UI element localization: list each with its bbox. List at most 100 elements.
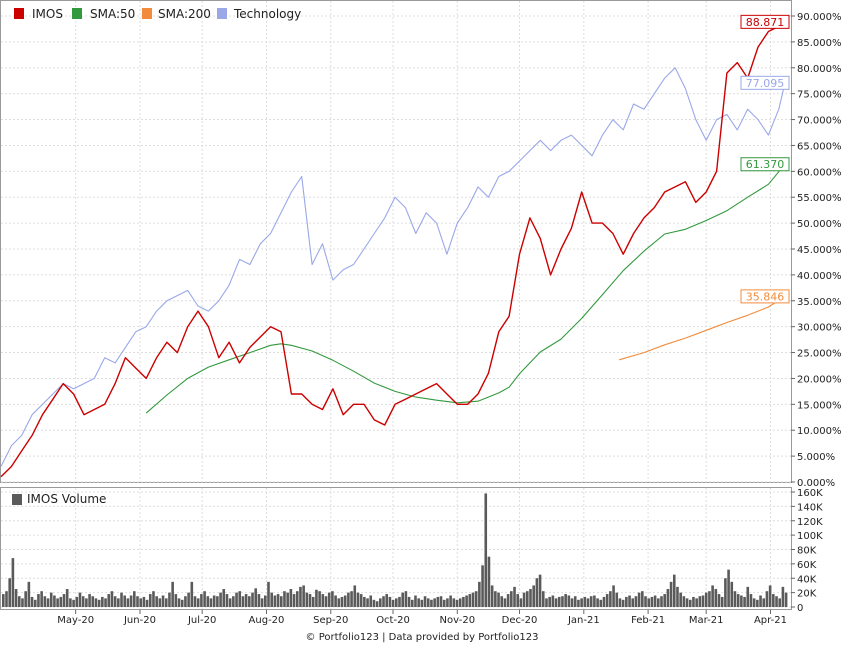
volume-bar — [462, 596, 465, 607]
volume-bar — [372, 599, 376, 607]
volume-y-axis: 0 20K 40K 60K 80K 100K 120K 140K 160K — [791, 488, 823, 614]
volume-bar — [382, 596, 385, 607]
volume-bar — [490, 585, 494, 607]
series-line-imos — [0, 21, 786, 478]
volume-bar — [401, 592, 404, 607]
last-value-label-technology: 77.095 — [746, 77, 785, 90]
volume-bar — [113, 596, 117, 607]
volume-bar — [273, 595, 277, 607]
volume-bar — [305, 592, 309, 607]
volume-bar — [637, 592, 641, 607]
volume-bar — [593, 595, 596, 607]
volume-bar — [155, 596, 158, 607]
last-value-label-sma50: 61.370 — [746, 158, 785, 171]
volume-bar — [107, 594, 111, 607]
volume-bar — [596, 598, 599, 607]
volume-bar — [589, 596, 593, 607]
volume-y-tick-label: 80K — [797, 546, 817, 557]
volume-bar — [727, 569, 730, 607]
volume-bar — [698, 596, 702, 607]
volume-bar — [254, 588, 258, 607]
price-y-axis: 0.000% 5.000% 10.000% 15.000% 20.000% 25.000%… — [791, 12, 842, 489]
volume-bar — [5, 591, 8, 607]
volume-bar — [27, 581, 31, 607]
last-value-box-sma200 — [740, 289, 790, 304]
volume-bar — [628, 595, 631, 607]
volume-bar — [605, 594, 609, 607]
volume-bar — [136, 596, 139, 607]
volume-bar — [554, 598, 558, 607]
volume-bar — [24, 591, 27, 607]
volume-bar — [49, 592, 53, 607]
volume-bar — [315, 589, 318, 607]
volume-bar — [295, 591, 299, 607]
volume-bar — [238, 591, 242, 607]
volume-bar — [736, 594, 740, 607]
volume-bar — [69, 598, 72, 607]
volume-bar — [573, 596, 577, 607]
volume-bar — [615, 592, 619, 607]
volume-bar — [81, 596, 85, 607]
volume-bar — [222, 589, 226, 607]
volume-bars — [2, 493, 788, 607]
volume-bar — [177, 598, 181, 607]
volume-bar — [510, 591, 513, 607]
volume-bar — [465, 595, 468, 607]
volume-bar — [602, 596, 606, 607]
volume-bar — [439, 596, 443, 607]
volume-bar — [471, 592, 475, 607]
volume-bar — [148, 594, 152, 607]
volume-bar — [30, 596, 34, 607]
volume-bar — [391, 599, 395, 607]
price-y-tick-label: 15.000% — [797, 400, 842, 411]
volume-bar — [353, 585, 357, 607]
volume-bar — [331, 591, 334, 607]
volume-bar — [232, 596, 235, 607]
x-tick-label: May-20 — [57, 615, 94, 626]
volume-bar — [541, 591, 545, 607]
volume-bar — [634, 596, 638, 607]
volume-bar — [430, 599, 433, 607]
volume-bar — [308, 594, 312, 607]
volume-bar — [535, 578, 539, 607]
volume-panel-frame — [0, 487, 792, 610]
volume-bar — [548, 596, 551, 607]
volume-bar — [669, 581, 673, 607]
volume-bar — [235, 592, 238, 607]
legend-swatch-sma200 — [142, 8, 152, 19]
legend-label-volume: IMOS Volume — [27, 492, 106, 506]
volume-bar — [692, 596, 695, 607]
last-value-box-sma50 — [740, 157, 790, 172]
volume-bar — [311, 596, 315, 607]
legend-label-sma200: SMA:200 — [158, 7, 211, 21]
volume-bar — [321, 594, 325, 607]
volume-bar — [446, 598, 449, 607]
volume-bar — [449, 595, 452, 607]
price-y-tick-label: 35.000% — [797, 297, 842, 308]
volume-bar — [704, 592, 708, 607]
volume-bar — [375, 601, 379, 607]
volume-bar — [452, 598, 456, 607]
volume-grid — [1, 488, 791, 609]
volume-bar — [545, 598, 548, 607]
volume-bar — [142, 596, 146, 607]
volume-bar — [784, 592, 788, 607]
volume-bar — [164, 598, 168, 607]
volume-bar — [203, 591, 206, 607]
volume-bar — [174, 594, 178, 607]
volume-bar — [75, 596, 79, 607]
volume-bar — [644, 596, 647, 607]
x-tick-label: Oct-20 — [376, 615, 410, 626]
volume-y-tick-label: 60K — [797, 560, 817, 571]
price-legend: IMOS SMA:50 SMA:200 Technology — [14, 7, 301, 21]
volume-bar — [180, 599, 184, 607]
volume-bar — [289, 589, 293, 607]
volume-bar — [740, 595, 743, 607]
volume-bar — [212, 595, 216, 607]
price-y-tick-label: 70.000% — [797, 116, 842, 127]
volume-bar — [190, 581, 194, 607]
price-y-tick-label: 0.000% — [797, 478, 835, 489]
volume-bar — [283, 591, 286, 607]
volume-bar — [749, 594, 753, 607]
volume-bar — [292, 594, 296, 607]
